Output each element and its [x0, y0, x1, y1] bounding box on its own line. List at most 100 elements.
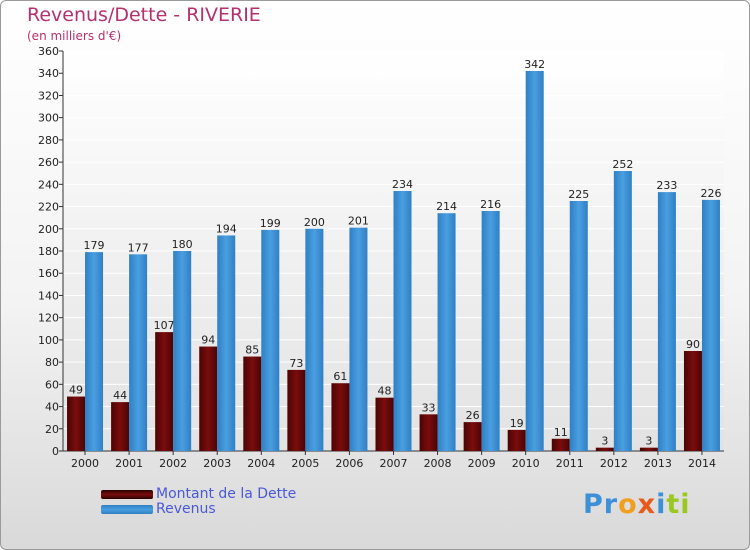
data-label-revenus: 177 [128, 241, 149, 254]
logo-letters: o [618, 489, 638, 520]
data-label-dette: 49 [69, 384, 83, 397]
data-label-dette: 107 [154, 319, 175, 332]
bar-dette [507, 429, 526, 451]
x-tick-label: 2001 [115, 457, 143, 470]
bar-revenus [349, 227, 368, 451]
data-label-dette: 48 [378, 385, 392, 398]
bar-revenus [481, 211, 500, 451]
x-tick-label: 2007 [380, 457, 408, 470]
data-label-revenus: 214 [436, 200, 457, 213]
bar-revenus [261, 229, 280, 451]
x-tick-label: 2008 [424, 457, 452, 470]
bar-dette [463, 422, 482, 451]
bar-dette [551, 438, 570, 451]
bar-dette [419, 414, 438, 451]
y-tick-label: 20 [45, 423, 59, 436]
logo-letters: x [637, 489, 657, 520]
data-label-revenus: 194 [216, 222, 237, 235]
x-tick-label: 2000 [71, 457, 99, 470]
data-label-dette: 3 [601, 435, 608, 448]
y-tick-label: 300 [38, 112, 59, 125]
data-label-dette: 85 [245, 344, 259, 357]
data-label-revenus: 200 [304, 216, 325, 229]
y-tick-label: 180 [38, 245, 59, 258]
data-label-dette: 90 [686, 338, 700, 351]
y-tick-label: 160 [38, 267, 59, 280]
data-label-dette: 73 [289, 357, 303, 370]
bar-dette [243, 356, 262, 451]
x-tick-label: 2011 [556, 457, 584, 470]
data-label-revenus: 216 [480, 198, 501, 211]
bar-dette [639, 447, 658, 451]
logo-letters: ti [666, 489, 691, 520]
data-label-revenus: 252 [612, 158, 633, 171]
data-label-revenus: 179 [84, 239, 105, 252]
y-tick-label: 340 [38, 67, 59, 80]
x-tick-label: 2004 [247, 457, 275, 470]
data-label-dette: 3 [645, 435, 652, 448]
x-tick-label: 2006 [335, 457, 363, 470]
bar-dette [331, 383, 350, 451]
bar-revenus [217, 235, 236, 451]
bar-revenus [393, 191, 412, 451]
data-label-dette: 33 [422, 401, 436, 414]
legend-item-revenus: Revenus [101, 501, 361, 518]
x-tick-label: 2009 [468, 457, 496, 470]
legend-label-dette: Montant de la Dette [156, 486, 297, 502]
proxiti-logo: Proxiti [583, 489, 691, 520]
bar-dette [67, 396, 86, 451]
data-label-dette: 19 [510, 417, 524, 430]
data-label-revenus: 201 [348, 215, 369, 228]
data-label-dette: 61 [333, 370, 347, 383]
bar-revenus [305, 228, 324, 451]
bar-dette [287, 369, 306, 451]
y-tick-label: 120 [38, 312, 59, 325]
legend-swatch-dette [101, 490, 153, 499]
bar-revenus [129, 254, 148, 451]
y-tick-label: 240 [38, 178, 59, 191]
bar-dette [111, 402, 130, 451]
bar-dette [595, 447, 614, 451]
y-tick-label: 260 [38, 156, 59, 169]
legend-item-dette: Montant de la Dette [101, 486, 361, 503]
chart-title: Revenus/Dette - RIVERIE [27, 4, 261, 26]
bar-dette [199, 346, 218, 451]
y-tick-label: 280 [38, 134, 59, 147]
y-tick-label: 360 [38, 45, 59, 58]
y-tick-label: 140 [38, 289, 59, 302]
x-tick-label: 2003 [203, 457, 231, 470]
x-tick-label: 2013 [644, 457, 672, 470]
x-tick-label: 2002 [159, 457, 187, 470]
logo-letters: Pr [583, 489, 619, 520]
bar-revenus [701, 199, 720, 451]
legend-label-revenus: Revenus [156, 501, 216, 517]
x-tick-label: 2014 [688, 457, 716, 470]
bar-revenus [613, 171, 632, 451]
bar-dette [375, 397, 394, 451]
y-tick-label: 40 [45, 401, 59, 414]
x-tick-label: 2010 [512, 457, 540, 470]
x-tick-label: 2005 [291, 457, 319, 470]
bar-dette [155, 332, 174, 451]
data-label-revenus: 199 [260, 217, 281, 230]
data-label-revenus: 234 [392, 178, 413, 191]
x-tick-label: 2012 [600, 457, 628, 470]
bar-revenus [569, 201, 588, 451]
bar-revenus [85, 252, 104, 451]
y-tick-label: 200 [38, 223, 59, 236]
data-label-revenus: 226 [700, 187, 721, 200]
bar-dette [683, 351, 702, 451]
data-label-dette: 26 [466, 409, 480, 422]
y-tick-label: 0 [52, 445, 59, 458]
data-label-dette: 94 [201, 334, 215, 347]
chart-subtitle: (en milliers d'€) [27, 29, 122, 43]
data-label-dette: 11 [554, 426, 568, 439]
data-label-revenus: 225 [568, 188, 589, 201]
y-tick-label: 60 [45, 378, 59, 391]
y-tick-label: 220 [38, 201, 59, 214]
bar-revenus [437, 213, 456, 451]
bar-revenus [525, 71, 544, 451]
bar-revenus [173, 251, 192, 451]
